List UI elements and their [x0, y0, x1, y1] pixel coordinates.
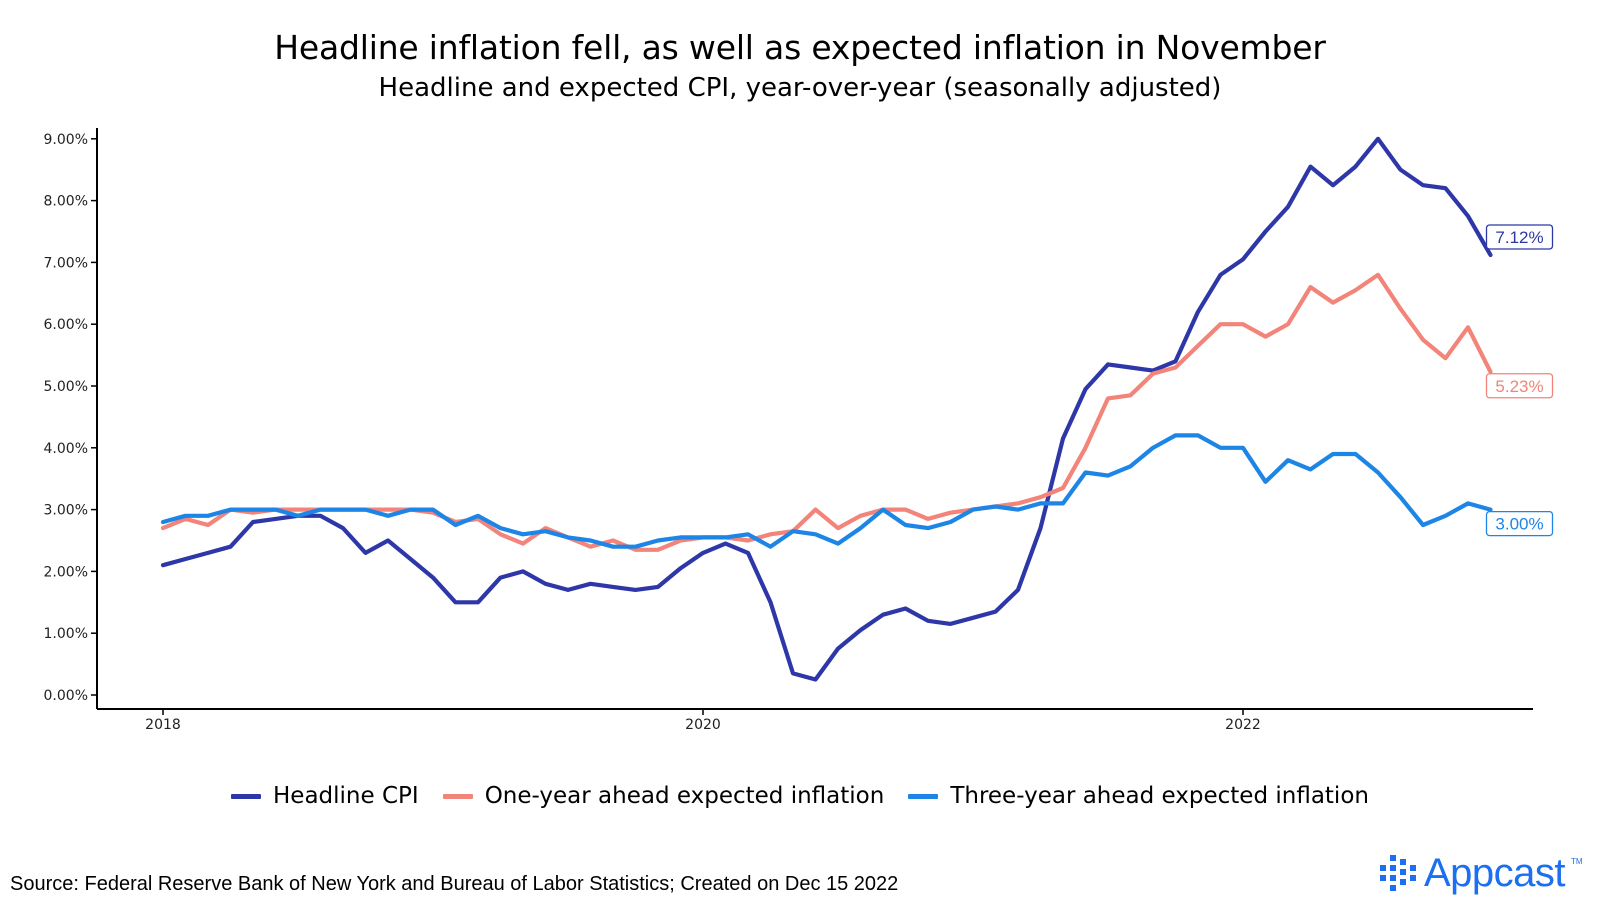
series-line-2 — [160, 433, 1493, 549]
chart-end-labels: 7.12% 5.23% 3.00% — [1485, 224, 1554, 537]
chart-title: Headline inflation fell, as well as expe… — [274, 28, 1326, 67]
y-tick-label: 7.00% — [44, 255, 88, 271]
chart-series — [160, 136, 1493, 682]
end-label-box — [1485, 224, 1554, 250]
source-note: Source: Federal Reserve Bank of New York… — [10, 873, 899, 895]
legend-item-three-year-expected: Three-year ahead expected inflation — [908, 783, 1369, 809]
legend-item-one-year-expected: One-year ahead expected inflation — [442, 783, 885, 809]
legend-swatch — [908, 793, 939, 799]
y-tick-label: 0.00% — [44, 688, 88, 704]
end-label-text: 7.12% — [1495, 228, 1543, 247]
legend-swatch — [231, 793, 262, 799]
y-tick-label: 5.00% — [44, 379, 88, 395]
appcast-logo: Appcast TM — [1380, 853, 1583, 893]
appcast-logo-mark-icon — [1380, 855, 1416, 891]
y-tick-label: 2.00% — [44, 564, 88, 580]
chart-axes: 0.00% 1.00% 2.00% 3.00% 4.00% 5.00% 6.00% 7.00%… — [44, 128, 1533, 733]
legend-label: Three-year ahead expected inflation — [950, 783, 1369, 809]
x-tick-label: 2018 — [145, 717, 181, 733]
y-tick-label: 6.00% — [44, 317, 88, 333]
y-tick-label: 9.00% — [44, 132, 88, 148]
legend-label: One-year ahead expected inflation — [484, 783, 885, 809]
y-tick-label: 4.00% — [44, 441, 88, 457]
y-tick-label: 3.00% — [44, 503, 88, 519]
chart-legend: Headline CPI One-year ahead expected inf… — [0, 783, 1600, 809]
y-tick-label: 8.00% — [44, 194, 88, 210]
legend-swatch — [442, 793, 473, 799]
end-label-2: 3.00% — [1485, 510, 1554, 537]
legend-item-headline-cpi: Headline CPI — [231, 783, 419, 809]
series-line-0 — [160, 136, 1493, 682]
trademark-mark: TM — [1571, 857, 1583, 866]
chart-subtitle: Headline and expected CPI, year-over-yea… — [378, 73, 1222, 103]
end-label-text: 5.23% — [1495, 377, 1543, 396]
x-tick-label: 2020 — [685, 717, 721, 733]
y-tick-label: 1.00% — [44, 626, 88, 642]
end-label-1: 5.23% — [1485, 373, 1554, 399]
x-tick-label: 2022 — [1225, 717, 1261, 733]
end-label-0: 7.12% — [1485, 224, 1554, 250]
series-line-1 — [160, 272, 1493, 552]
end-label-box — [1485, 373, 1554, 399]
end-label-box — [1485, 510, 1554, 537]
appcast-logo-text: Appcast — [1424, 851, 1566, 895]
legend-label: Headline CPI — [273, 783, 419, 809]
end-label-text: 3.00% — [1495, 515, 1543, 534]
